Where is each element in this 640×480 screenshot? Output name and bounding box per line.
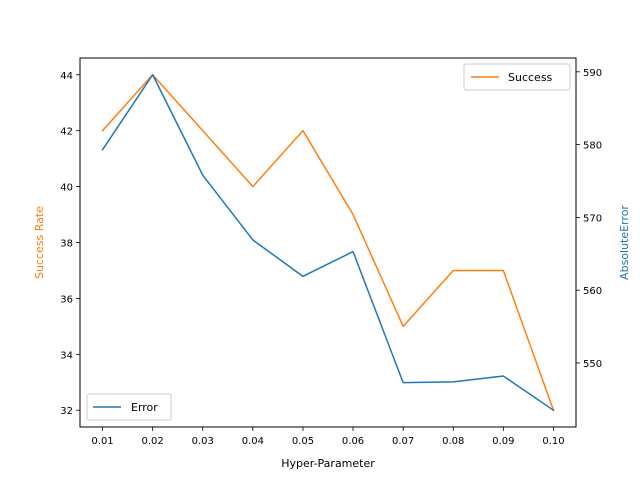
axes-layer: 0.01 0.02 0.03 0.04 0.05 0.06 0.07 0.08 0.09 0.10… (60, 68, 602, 447)
y-right-tick-label-4: 590 (583, 68, 602, 79)
y-right-tick-label-1: 560 (583, 286, 602, 297)
y-left-tick-label-6: 44 (60, 71, 73, 82)
x-tick-label-0: 0.01 (91, 436, 113, 447)
x-tick-label-6: 0.07 (392, 436, 414, 447)
x-tick-label-9: 0.10 (542, 436, 564, 447)
legend-error-label: Error (131, 401, 158, 414)
legend-error-box (86, 393, 172, 421)
y-right-tick-label-0: 550 (583, 359, 602, 370)
x-tick-label-3: 0.04 (242, 436, 264, 447)
legend-success: Success (463, 63, 571, 91)
x-tick-label-7: 0.08 (442, 436, 464, 447)
x-tick-label-2: 0.03 (192, 436, 214, 447)
x-tick-label-8: 0.09 (492, 436, 514, 447)
legend-error: Error (86, 393, 172, 421)
y-left-tick-label-3: 38 (60, 239, 73, 250)
y-axis-left-title: Success Rate (33, 206, 46, 279)
legend-success-label: Success (508, 71, 553, 84)
y-left-tick-label-2: 36 (60, 294, 73, 305)
y-left-tick-label-0: 32 (60, 406, 73, 417)
x-tick-label-5: 0.06 (342, 436, 364, 447)
series-line-error (101, 73, 555, 412)
x-axis-title: Hyper-Parameter (281, 457, 375, 470)
y-left-tick-label-5: 42 (60, 127, 73, 138)
series-line-success (101, 74, 555, 412)
y-right-tick-label-3: 580 (583, 141, 602, 152)
series-layer (101, 73, 555, 412)
y-axis-right-title: AbsoluteError (618, 205, 631, 280)
x-tick-label-4: 0.05 (292, 436, 314, 447)
y-right-tick-label-2: 570 (583, 213, 602, 224)
y-left-tick-label-1: 34 (60, 350, 73, 361)
y-left-tick-label-4: 40 (60, 183, 73, 194)
legend-success-box (463, 63, 571, 91)
x-tick-label-1: 0.02 (142, 436, 164, 447)
